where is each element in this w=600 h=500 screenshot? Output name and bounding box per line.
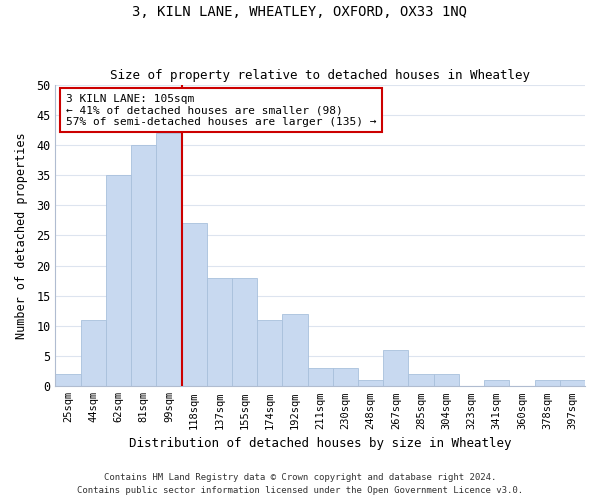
Title: Size of property relative to detached houses in Wheatley: Size of property relative to detached ho… bbox=[110, 69, 530, 82]
Bar bbox=[484, 380, 509, 386]
Bar bbox=[409, 374, 434, 386]
Bar bbox=[80, 320, 106, 386]
Bar bbox=[182, 224, 207, 386]
Bar bbox=[157, 133, 182, 386]
Bar bbox=[308, 368, 333, 386]
Bar bbox=[257, 320, 283, 386]
Bar bbox=[383, 350, 409, 387]
Bar bbox=[434, 374, 459, 386]
Bar bbox=[560, 380, 585, 386]
Bar bbox=[232, 278, 257, 386]
Bar bbox=[535, 380, 560, 386]
Text: 3, KILN LANE, WHEATLEY, OXFORD, OX33 1NQ: 3, KILN LANE, WHEATLEY, OXFORD, OX33 1NQ bbox=[133, 5, 467, 19]
X-axis label: Distribution of detached houses by size in Wheatley: Distribution of detached houses by size … bbox=[129, 437, 511, 450]
Bar bbox=[55, 374, 80, 386]
Bar bbox=[131, 145, 157, 386]
Text: Contains HM Land Registry data © Crown copyright and database right 2024.
Contai: Contains HM Land Registry data © Crown c… bbox=[77, 474, 523, 495]
Bar bbox=[358, 380, 383, 386]
Y-axis label: Number of detached properties: Number of detached properties bbox=[15, 132, 28, 338]
Bar bbox=[283, 314, 308, 386]
Text: 3 KILN LANE: 105sqm
← 41% of detached houses are smaller (98)
57% of semi-detach: 3 KILN LANE: 105sqm ← 41% of detached ho… bbox=[66, 94, 377, 127]
Bar bbox=[333, 368, 358, 386]
Bar bbox=[106, 175, 131, 386]
Bar bbox=[207, 278, 232, 386]
